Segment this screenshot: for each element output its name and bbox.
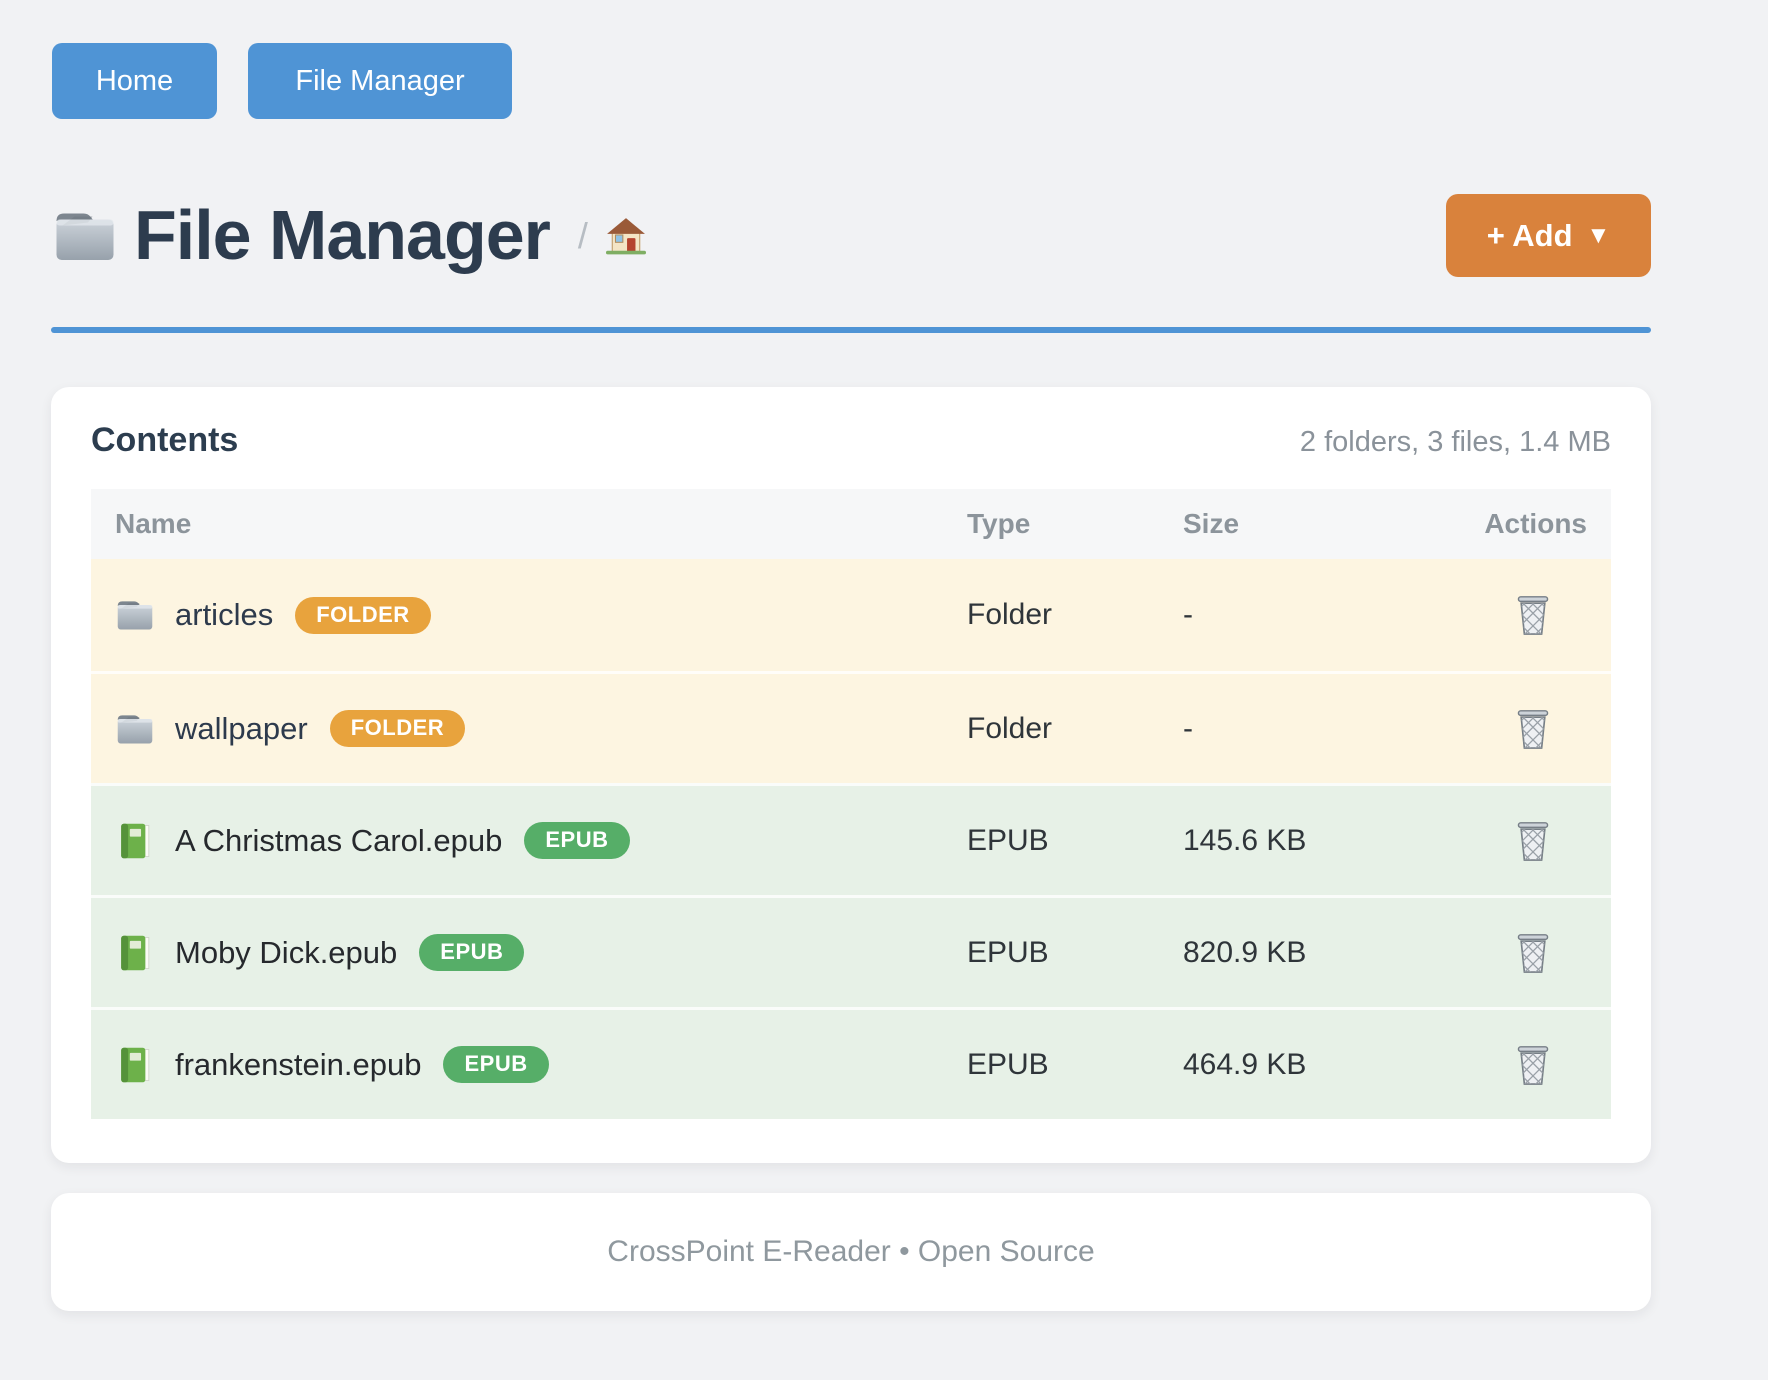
column-header-type: Type [967,508,1031,539]
file-type-cell: Folder [967,711,1053,745]
file-actions-cell [1411,930,1611,976]
file-type-cell: EPUB [967,1047,1049,1081]
folder-title-icon [56,213,114,260]
delete-button[interactable] [1513,930,1553,976]
file-size-cell: 464.9 KB [1183,1047,1307,1081]
file-size-cell: - [1183,598,1193,631]
file-actions-cell [1411,818,1611,864]
file-type-badge: EPUB [419,934,525,971]
title-divider [51,327,1651,333]
file-size-cell: 820.9 KB [1183,935,1307,969]
trash-icon [1513,1042,1553,1088]
file-type-badge: EPUB [524,822,630,859]
file-name-link[interactable]: frankenstein.epub [175,1046,422,1082]
contents-card: Contents 2 folders, 3 files, 1.4 MB Name… [51,387,1651,1163]
book-icon [120,822,150,859]
file-type-badge: FOLDER [329,710,466,747]
file-size-cell: 145.6 KB [1183,823,1307,857]
file-row[interactable]: A Christmas Carol.epub EPUB EPUB 145.6 K… [91,783,1611,895]
file-type-cell: Folder [967,598,1053,631]
file-table-header: Name Type Size Actions [91,489,1611,559]
book-icon [120,1046,150,1083]
file-table: Name Type Size Actions articles FOLDER F… [91,489,1611,1119]
table-body: articles FOLDER Folder - wallpaper FOLDE… [91,559,1611,1119]
top-nav: Home File Manager [52,43,512,119]
footer-text: CrossPoint E-Reader • Open Source [607,1235,1095,1268]
file-name-link[interactable]: Moby Dick.epub [175,934,398,970]
file-type-cell: EPUB [967,823,1049,857]
breadcrumb-home-icon[interactable] [604,216,648,256]
footer-card: CrossPoint E-Reader • Open Source [51,1193,1651,1311]
trash-icon [1513,818,1553,864]
breadcrumb-separator: / [577,214,588,256]
file-name-link[interactable]: A Christmas Carol.epub [175,822,503,858]
contents-card-header: Contents 2 folders, 3 files, 1.4 MB [91,421,1611,465]
folder-icon [117,714,153,744]
file-size-cell: - [1183,711,1193,745]
trash-icon [1513,592,1553,638]
add-button-label: + Add [1486,217,1573,253]
page-header: File Manager / + Add ▼ [52,194,1651,277]
column-header-size: Size [1183,508,1240,539]
file-actions-cell [1411,592,1611,638]
delete-button[interactable] [1513,1042,1553,1088]
caret-down-icon: ▼ [1586,221,1611,249]
file-actions-cell [1411,1042,1611,1088]
file-row[interactable]: articles FOLDER Folder - [91,559,1611,671]
file-name-link[interactable]: wallpaper [175,710,308,746]
nav-file-manager-button[interactable]: File Manager [248,43,512,119]
file-name-cell: frankenstein.epub EPUB [91,1046,967,1084]
file-type-cell: EPUB [967,935,1049,969]
contents-title: Contents [91,421,239,459]
book-icon [120,934,150,971]
file-name-cell: Moby Dick.epub EPUB [91,934,967,972]
contents-summary: 2 folders, 3 files, 1.4 MB [1299,426,1611,458]
file-row[interactable]: wallpaper FOLDER Folder - [91,671,1611,783]
file-name-cell: wallpaper FOLDER [91,710,967,748]
delete-button[interactable] [1513,592,1553,638]
trash-icon [1513,706,1553,752]
delete-button[interactable] [1513,818,1553,864]
column-header-actions: Actions [1484,508,1587,539]
file-actions-cell [1411,706,1611,752]
folder-icon [117,601,153,630]
file-row[interactable]: Moby Dick.epub EPUB EPUB 820.9 KB [91,895,1611,1007]
page-title: File Manager [134,196,551,274]
file-type-badge: EPUB [443,1046,549,1083]
file-type-badge: FOLDER [295,596,431,634]
column-header-name: Name [115,508,192,539]
nav-home-button[interactable]: Home [52,43,217,119]
file-row[interactable]: frankenstein.epub EPUB EPUB 464.9 KB [91,1007,1611,1119]
file-name-link[interactable]: articles [175,597,274,632]
add-button[interactable]: + Add ▼ [1446,194,1651,277]
delete-button[interactable] [1513,706,1553,752]
file-name-cell: articles FOLDER [91,596,967,634]
trash-icon [1513,930,1553,976]
file-name-cell: A Christmas Carol.epub EPUB [91,822,967,860]
